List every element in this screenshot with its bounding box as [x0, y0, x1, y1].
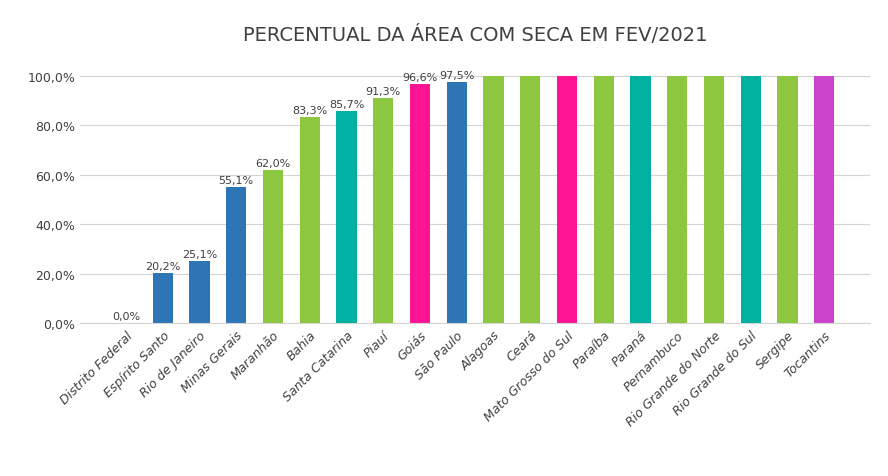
Text: 55,1%: 55,1%	[218, 176, 254, 186]
Text: 97,5%: 97,5%	[439, 71, 474, 81]
Title: PERCENTUAL DA ÁREA COM SECA EM FEV/2021: PERCENTUAL DA ÁREA COM SECA EM FEV/2021	[242, 25, 708, 44]
Text: 62,0%: 62,0%	[256, 159, 290, 169]
Text: 20,2%: 20,2%	[145, 262, 180, 272]
Bar	[777, 77, 797, 324]
Bar	[447, 83, 467, 324]
Text: 96,6%: 96,6%	[402, 73, 438, 83]
Bar	[667, 77, 687, 324]
Bar	[337, 112, 357, 324]
Bar	[557, 77, 577, 324]
Bar	[520, 77, 540, 324]
Bar	[814, 77, 835, 324]
Text: 83,3%: 83,3%	[292, 106, 328, 116]
Text: 25,1%: 25,1%	[182, 250, 217, 260]
Bar	[593, 77, 614, 324]
Bar	[226, 188, 246, 324]
Bar	[263, 171, 283, 324]
Bar	[373, 99, 393, 324]
Bar	[483, 77, 503, 324]
Bar	[741, 77, 761, 324]
Bar	[153, 274, 173, 324]
Bar	[704, 77, 724, 324]
Bar	[299, 118, 320, 324]
Bar	[630, 77, 651, 324]
Text: 0,0%: 0,0%	[112, 312, 140, 322]
Bar	[410, 85, 430, 324]
Bar	[189, 262, 210, 324]
Text: 91,3%: 91,3%	[366, 86, 400, 96]
Text: 85,7%: 85,7%	[329, 100, 364, 110]
